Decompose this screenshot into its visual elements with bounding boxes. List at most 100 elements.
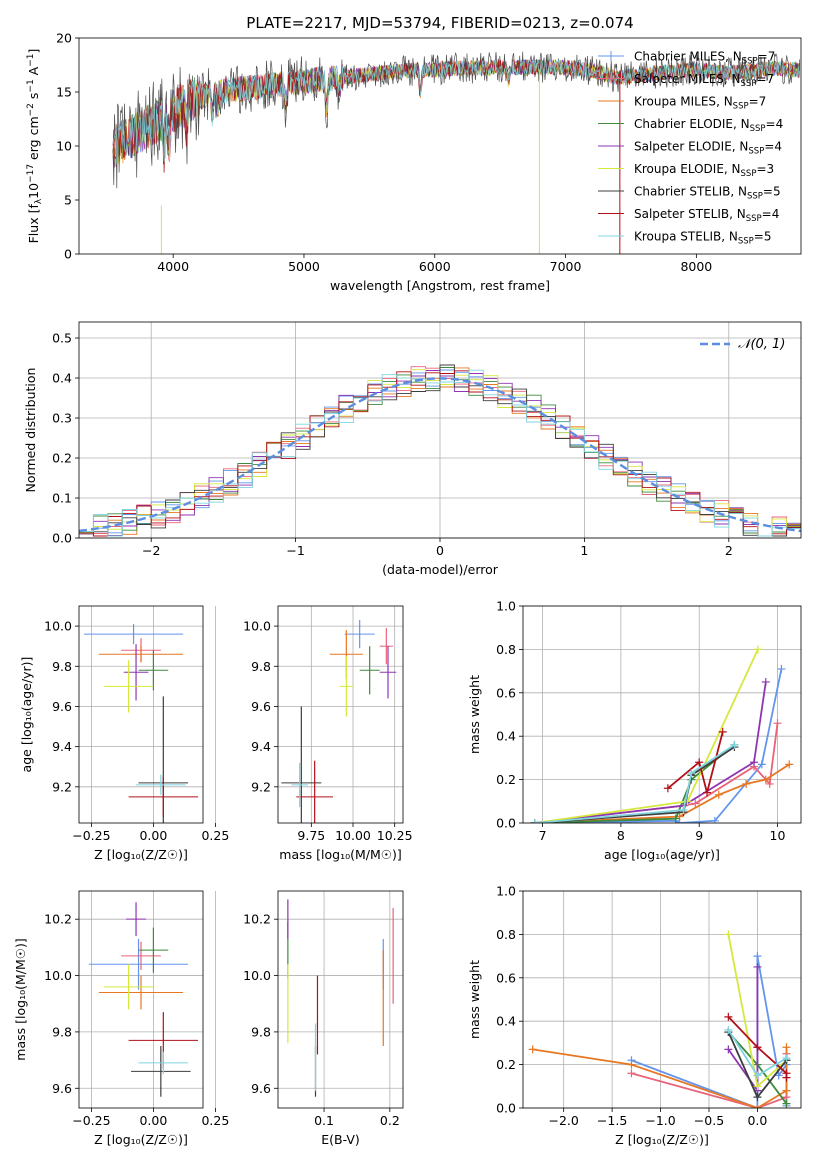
legend-name: Kroupa ELODIE (634, 162, 724, 176)
legend-eq: = (756, 72, 766, 86)
legend-sep: , N (724, 162, 741, 176)
panel-weight_vs_age: 7 8 9 10 0.0 0.2 0.4 0.6 0.8 1.0 age [log₁₀(age/yr… (467, 599, 802, 862)
legend-eq: = (754, 230, 764, 244)
legend-eq: = (762, 207, 772, 221)
y-tick-label: 10 (56, 139, 72, 154)
axes-weight_vs_Z: −2.0 −1.5 −1.0 −0.5 0.0 0.0 0.2 0.4 0.6 0.8 1.0 Z [… (467, 884, 802, 1147)
plot-weight_vs_Z (528, 930, 791, 1108)
weight-marker (679, 805, 688, 814)
legend-sub: SSP (738, 237, 754, 247)
y-tick-label: 0.0 (496, 1101, 516, 1116)
x-tick-label: 10 (770, 828, 786, 843)
chart-title: PLATE=2217, MJD=53794, FIBERID=0213, z=0… (246, 14, 633, 32)
y-tick-label: 9.6 (52, 1081, 72, 1096)
weight-line (727, 967, 759, 1094)
y-label-part: −2 (26, 103, 36, 116)
weight-marker (730, 740, 739, 749)
legend-sep: , N (721, 230, 738, 244)
y-axis-label: mass [log₁₀(M/M☉)] (13, 938, 28, 1060)
weight-marker (753, 1093, 762, 1102)
legend-label: Salpeter ELODIE, NSSP=4 (634, 140, 782, 157)
legend-sep: , N (733, 117, 750, 131)
plot-age_vs_mass (281, 620, 397, 823)
x-tick-label: −2.0 (549, 1113, 579, 1128)
y-label-part: −17 (26, 164, 36, 183)
legend-name: Chabrier MILES (634, 50, 725, 64)
grid-mass_vs_Z (79, 891, 216, 1108)
x-tick-label: 1 (580, 543, 588, 558)
legend-label: Kroupa STELIB, NSSP=5 (634, 230, 772, 247)
legend-sub: SSP (741, 169, 757, 179)
weight-marker (528, 1045, 537, 1054)
x-tick-label: 10.25 (377, 828, 413, 843)
legend-sep: , N (730, 185, 747, 199)
y-axis-label: Flux [fλ10−17 erg cm−2 s−1 A−1] (26, 49, 44, 244)
grid-residuals (79, 322, 801, 539)
legend-name: Kroupa MILES (634, 95, 716, 109)
y-tick-label: 15 (56, 85, 72, 100)
legend-label: Chabrier ELODIE, NSSP=4 (634, 117, 783, 134)
x-tick-label: 7000 (550, 259, 582, 274)
y-tick-label: 0.0 (496, 816, 516, 831)
axes-residuals: −2 −1 0 1 2 0.0 0.1 0.2 0.3 0.4 0.5 (data-model)/er… (23, 321, 802, 577)
panel-weight_vs_Z: −2.0 −1.5 −1.0 −0.5 0.0 0.0 0.2 0.4 0.6 0.8 1.0 Z [… (467, 884, 802, 1147)
legend-label: Kroupa ELODIE, NSSP=3 (634, 162, 774, 179)
weight-marker (774, 1071, 783, 1080)
x-axis-label: Z [log₁₀(Z/Z☉)] (94, 1132, 188, 1147)
axes-mass_vs_ebv: 0.1 0.2 9.6 9.8 10.0 10.2 E(B-V) (243, 890, 404, 1147)
axes-frame (78, 321, 802, 539)
x-axis-label: E(B-V) (321, 1132, 360, 1147)
legend-nssp: 4 (774, 140, 782, 154)
x-tick-label: −1.0 (645, 1113, 675, 1128)
y-tick-label: 5 (64, 193, 72, 208)
plot-weight_vs_age (530, 645, 794, 823)
x-tick-label: 7 (539, 828, 547, 843)
x-axis-label: (data-model)/error (382, 562, 499, 577)
weight-marker (761, 677, 770, 686)
panel-mass_vs_ebv: 0.1 0.2 9.6 9.8 10.0 10.2 E(B-V) (243, 890, 404, 1147)
weight-marker (773, 719, 782, 728)
legend-sub: SSP (746, 214, 762, 224)
y-tick-label: 10.2 (44, 912, 72, 927)
y-tick-label: 9.2 (251, 779, 271, 794)
panel-mass_vs_Z: −0.25 0.00 0.25 9.6 9.8 10.0 10.2 Z [log₁₀(Z/Z☉… (13, 890, 229, 1147)
axes-frame (78, 890, 204, 1109)
grid-weight_vs_age (523, 605, 801, 824)
axes-age_vs_mass: 9.75 10.00 10.25 9.2 9.4 9.6 9.8 10.0 mass [log₁… (243, 605, 413, 862)
weight-marker (782, 1054, 791, 1063)
axes-frame (78, 605, 204, 824)
axes-age_vs_Z: −0.25 0.00 0.25 9.2 9.4 9.6 9.8 10.0 Z [log₁₀(Z/… (19, 605, 229, 862)
plot-age_vs_Z (83, 624, 199, 823)
y-tick-label: 9.2 (52, 779, 72, 794)
legend-sub: SSP (748, 147, 764, 157)
weight-marker (753, 952, 762, 961)
x-tick-label: 0 (436, 543, 444, 558)
legend-sep: , N (732, 140, 749, 154)
y-tick-label: 9.6 (52, 699, 72, 714)
x-tick-label: 0.0 (747, 1113, 767, 1128)
weight-marker (750, 758, 759, 767)
y-tick-label: 0.8 (496, 642, 516, 657)
x-axis-label: Z [log₁₀(Z/Z☉)] (94, 847, 188, 862)
x-tick-label: 9 (695, 828, 703, 843)
y-tick-label: 0.2 (496, 1057, 516, 1072)
x-axis-label: wavelength [Angstrom, rest frame] (330, 278, 550, 293)
y-axis-label: mass weight (467, 960, 482, 1039)
weight-marker (753, 1071, 762, 1080)
x-tick-label: 4000 (157, 259, 189, 274)
legend-sub: SSP (733, 102, 749, 112)
x-tick-label: −0.25 (72, 828, 110, 843)
plot-mass_vs_ebv (287, 899, 394, 1097)
weight-marker (663, 784, 672, 793)
x-tick-label: 0.00 (139, 1113, 167, 1128)
x-tick-label: 5000 (288, 259, 320, 274)
y-tick-label: 0.5 (52, 331, 72, 346)
weight-marker (742, 779, 751, 788)
weight-marker (782, 1086, 791, 1095)
weight-line (534, 744, 735, 823)
legend-label: Salpeter STELIB, NSSP=4 (634, 207, 779, 224)
axes-frame (277, 605, 404, 824)
axes-weight_vs_age: 7 8 9 10 0.0 0.2 0.4 0.6 0.8 1.0 age [log₁₀(age/yr… (467, 599, 802, 862)
y-label-part: λ (34, 198, 44, 204)
